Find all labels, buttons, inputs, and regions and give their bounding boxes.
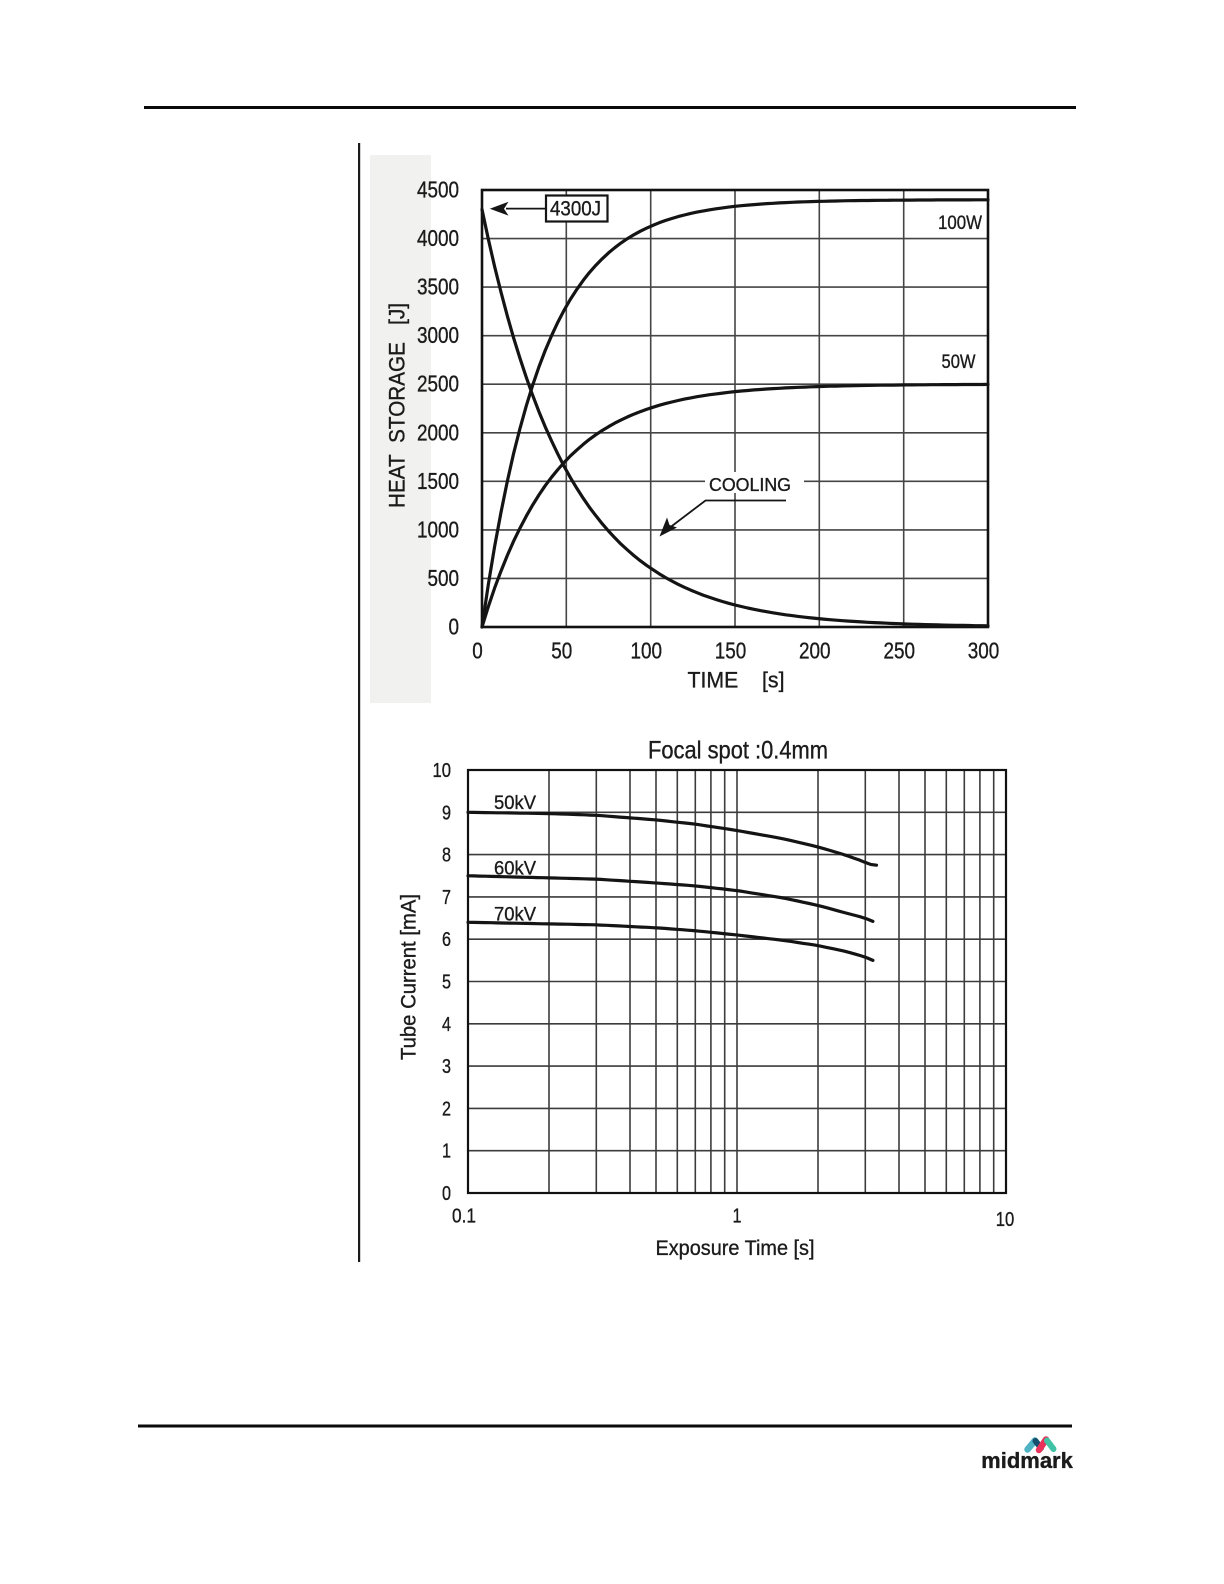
svg-text:0: 0	[472, 638, 483, 664]
svg-text:2000: 2000	[417, 419, 459, 445]
svg-text:4300J: 4300J	[550, 197, 601, 221]
svg-text:3000: 3000	[417, 322, 459, 348]
svg-text:Tube Current [mA]: Tube Current [mA]	[397, 894, 421, 1060]
svg-text:TIME [s]: TIME [s]	[688, 668, 785, 693]
svg-text:60kV: 60kV	[494, 858, 536, 880]
svg-text:3: 3	[442, 1055, 451, 1078]
svg-text:300: 300	[968, 638, 1000, 664]
svg-text:2: 2	[442, 1097, 451, 1120]
svg-text:70kV: 70kV	[494, 904, 536, 926]
svg-text:HEAT STORAGE [J]: HEAT STORAGE [J]	[385, 303, 410, 508]
svg-text:0.1: 0.1	[452, 1205, 476, 1228]
svg-text:2500: 2500	[417, 371, 459, 397]
svg-text:8: 8	[442, 844, 451, 867]
svg-text:3500: 3500	[417, 274, 459, 300]
svg-text:7: 7	[442, 886, 451, 909]
svg-text:100W: 100W	[938, 213, 982, 234]
svg-text:200: 200	[799, 638, 831, 664]
svg-text:4000: 4000	[417, 225, 459, 251]
svg-text:9: 9	[442, 801, 451, 824]
svg-text:500: 500	[428, 565, 460, 591]
svg-text:0: 0	[442, 1182, 451, 1205]
svg-text:150: 150	[715, 638, 747, 664]
svg-text:1: 1	[733, 1205, 742, 1228]
svg-text:50W: 50W	[942, 352, 976, 373]
svg-text:4: 4	[442, 1013, 451, 1036]
svg-text:250: 250	[883, 638, 915, 664]
svg-text:midmark: midmark	[981, 1448, 1073, 1473]
svg-text:Focal spot :0.4mm: Focal spot :0.4mm	[648, 737, 828, 765]
svg-text:50: 50	[551, 638, 572, 664]
svg-text:1500: 1500	[417, 468, 459, 494]
svg-text:COOLING: COOLING	[709, 475, 791, 495]
svg-text:50kV: 50kV	[494, 792, 536, 814]
svg-text:10: 10	[996, 1208, 1015, 1231]
svg-text:1000: 1000	[417, 516, 459, 542]
svg-text:0: 0	[449, 614, 460, 640]
svg-text:4500: 4500	[417, 177, 459, 203]
svg-text:100: 100	[630, 638, 662, 664]
svg-text:6: 6	[442, 928, 451, 951]
svg-text:10: 10	[433, 759, 452, 782]
svg-text:5: 5	[442, 971, 451, 994]
svg-text:Exposure Time [s]: Exposure Time [s]	[656, 1236, 815, 1260]
svg-text:1: 1	[442, 1140, 451, 1163]
